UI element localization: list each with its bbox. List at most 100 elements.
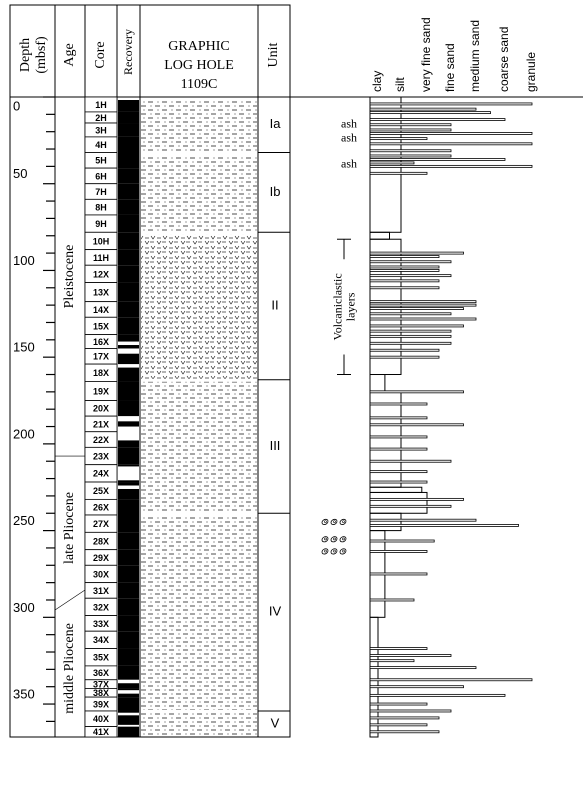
- grain-class-label: coarse sand: [497, 27, 511, 92]
- grain-bed: [369, 416, 428, 420]
- shell-symbol: [321, 518, 347, 525]
- unit-label: IV: [269, 604, 282, 619]
- grain-bed: [369, 348, 440, 352]
- grain-bed: [369, 666, 477, 670]
- recovery: [118, 183, 139, 200]
- core-label: 18X: [93, 368, 109, 378]
- depth-tick-label: 200: [13, 426, 35, 441]
- recovery: [118, 111, 139, 124]
- grain-interval: [369, 96, 402, 233]
- recovery-gap: [118, 485, 139, 489]
- recovery-gap: [118, 348, 139, 354]
- core-label: 25X: [93, 486, 109, 496]
- grain-bed: [369, 550, 428, 553]
- grain-bed: [369, 303, 477, 307]
- grain-bed: [369, 341, 452, 345]
- core-label: 10H: [93, 236, 110, 246]
- lithology-break: [141, 378, 257, 382]
- core-label: 13X: [93, 287, 109, 297]
- grain-bed: [369, 142, 533, 146]
- grain-bed: [369, 158, 506, 161]
- shell-whorl: [342, 537, 345, 541]
- shell: [339, 548, 347, 555]
- core-label: 8H: [95, 203, 107, 213]
- core-label: 23X: [93, 451, 109, 461]
- shell-symbol: [321, 536, 347, 543]
- ash-label: ash: [341, 130, 357, 144]
- core-label: 33X: [93, 619, 109, 629]
- recovery: [118, 549, 139, 566]
- shell: [330, 536, 338, 543]
- grain-interval: [369, 238, 402, 376]
- grain-bed: [369, 161, 415, 165]
- recovery: [118, 249, 139, 266]
- grain-bed: [369, 480, 428, 484]
- recovery-gap: [118, 426, 139, 441]
- depth-tick-label: 250: [13, 513, 35, 528]
- grain-bed: [369, 504, 452, 508]
- core-label: 17X: [93, 352, 109, 362]
- grain-class-label: medium sand: [468, 20, 482, 92]
- grain-bed: [369, 128, 452, 132]
- core-label: 32X: [93, 602, 109, 612]
- recovery: [118, 136, 139, 153]
- grain-bed: [369, 154, 452, 158]
- grain-interval: [369, 616, 379, 738]
- core-label: 34X: [93, 635, 109, 645]
- lithology-break: [141, 709, 257, 713]
- grain-bed: [369, 260, 452, 264]
- age-label: Pleistocene: [62, 245, 77, 309]
- age-header: Age: [62, 43, 77, 66]
- grain-bed: [369, 693, 506, 697]
- grain-bed: [369, 118, 506, 121]
- recovery: [118, 400, 139, 417]
- core-label: 22X: [93, 435, 109, 445]
- recovery: [118, 123, 139, 137]
- grain-bed: [369, 447, 428, 451]
- core-label: 7H: [95, 187, 107, 197]
- core-label: 6H: [95, 171, 107, 181]
- grain-bed: [369, 423, 464, 427]
- core-label: 2H: [95, 113, 107, 123]
- grain-bed: [369, 497, 464, 501]
- lithology: [141, 381, 257, 737]
- grain-bed: [369, 307, 464, 310]
- core-label: 9H: [95, 219, 107, 229]
- grain-bed: [369, 123, 452, 127]
- recovery: [118, 532, 139, 550]
- core-label: 29X: [93, 553, 109, 563]
- lithology: [141, 99, 257, 233]
- core-label: 36X: [93, 668, 109, 678]
- lithology-break: [141, 151, 257, 155]
- age-label: middle Pliocene: [62, 623, 77, 714]
- ash-label: ash: [341, 156, 357, 170]
- core-label: 14X: [93, 305, 109, 315]
- recovery-gap: [118, 341, 139, 346]
- shell-whorl: [324, 549, 327, 553]
- recovery: [118, 514, 139, 533]
- shell: [339, 536, 347, 543]
- grain-bed: [369, 402, 428, 406]
- graphic-header: LOG HOLE: [164, 58, 234, 73]
- grain-bed: [369, 265, 440, 269]
- grain-bed: [369, 702, 428, 706]
- grain-bed: [369, 300, 477, 304]
- core-label: 30X: [93, 569, 109, 579]
- recovery: [118, 482, 139, 500]
- grain-bed: [369, 654, 452, 657]
- grain-bed: [369, 709, 452, 713]
- core-label: 40X: [93, 714, 109, 724]
- grain-bed: [369, 539, 435, 543]
- shell-whorl: [333, 537, 336, 541]
- recovery: [118, 679, 139, 689]
- lithology-break: [141, 512, 257, 516]
- unit-label: Ib: [270, 184, 281, 199]
- core-label: 1H: [95, 100, 107, 110]
- grain-class-label: fine sand: [443, 43, 457, 92]
- recovery: [118, 726, 139, 737]
- grain-bed: [369, 102, 533, 106]
- grain-bed: [369, 132, 533, 135]
- grain-bed: [369, 647, 428, 650]
- grain-bed: [369, 730, 440, 734]
